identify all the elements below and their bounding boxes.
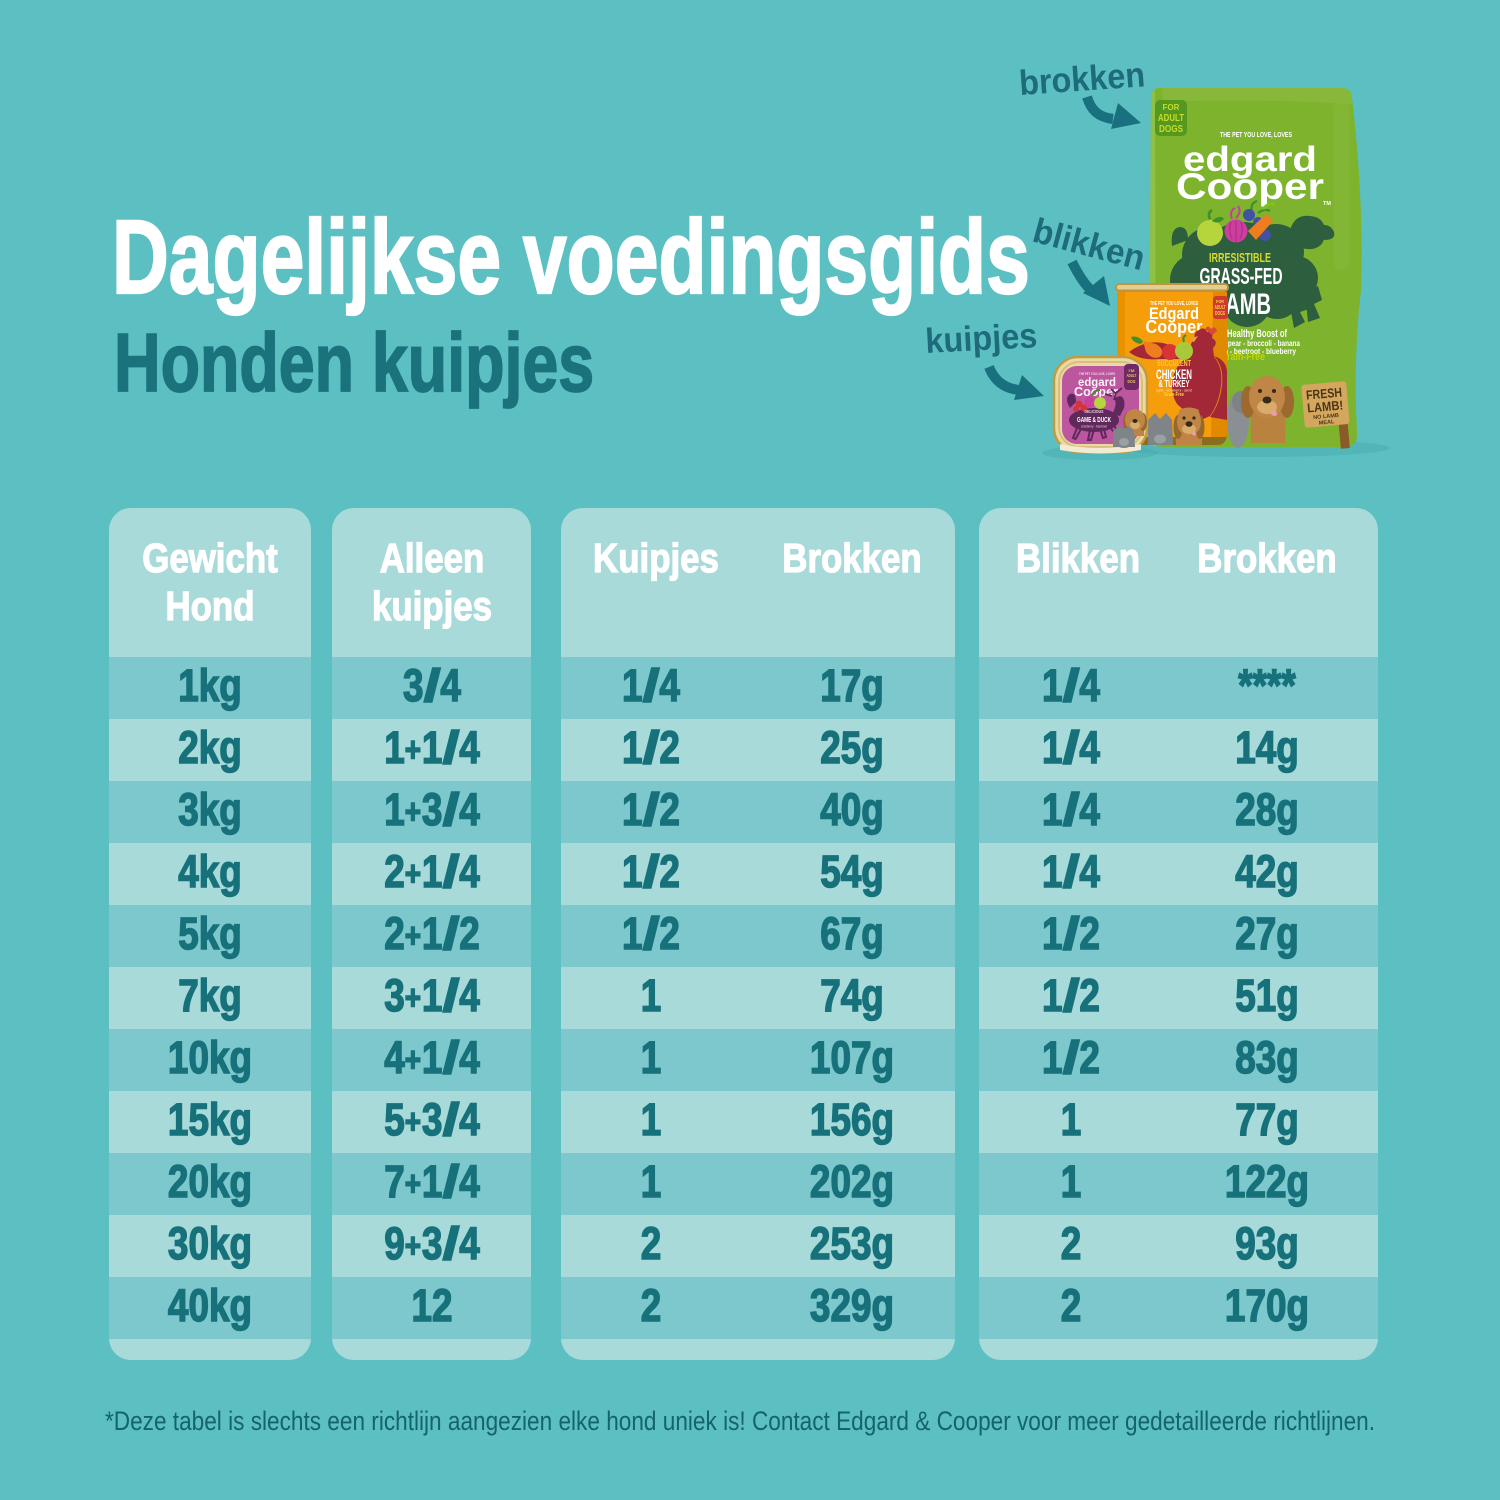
svg-text:DELICIOUS: DELICIOUS [1085, 409, 1104, 414]
svg-text:GAME & DUCK: GAME & DUCK [1077, 415, 1111, 424]
svg-text:ADULT: ADULT [1158, 112, 1184, 124]
svg-text:FOR: FOR [1216, 299, 1225, 304]
svg-text:- pear - broccoli - banana: - pear - broccoli - banana [1224, 339, 1300, 348]
svg-text:I'M: I'M [1129, 369, 1135, 373]
svg-text:Edgard: Edgard [1149, 304, 1199, 323]
svg-text:& TURKEY: & TURKEY [1159, 379, 1190, 390]
svg-text:NO LAMB: NO LAMB [1313, 413, 1339, 421]
svg-text:kuipjes: kuipjes [924, 316, 1038, 361]
svg-text:MEAL: MEAL [1319, 419, 1336, 426]
svg-text:FRESH: FRESH [1305, 385, 1342, 403]
svg-text:Healthy Boost of: Healthy Boost of [1227, 328, 1287, 340]
svg-text:TM: TM [1323, 201, 1331, 207]
svg-text:DOG: DOG [1128, 379, 1136, 384]
svg-text:edgard: edgard [1183, 140, 1317, 179]
svg-text:THE PET YOU LOVE, LOVES: THE PET YOU LOVE, LOVES [1079, 371, 1115, 376]
svg-text:rain-Free: rain-Free [1227, 351, 1265, 363]
svg-text:DOGS: DOGS [1215, 311, 1225, 317]
svg-text:ADULT: ADULT [1215, 305, 1226, 311]
svg-text:LAMB!: LAMB! [1307, 397, 1344, 415]
svg-text:h - beetroot - blueberry: h - beetroot - blueberry [1224, 347, 1296, 356]
svg-text:THE PET YOU LOVE, LOVES: THE PET YOU LOVE, LOVES [1150, 301, 1198, 307]
svg-text:apple - strawberry - carrot: apple - strawberry - carrot [1156, 388, 1193, 393]
svg-text:DOGS: DOGS [1159, 123, 1183, 135]
svg-text:SUCCULENT: SUCCULENT [1157, 359, 1191, 368]
svg-text:CHICKEN: CHICKEN [1156, 366, 1192, 382]
svg-text:Cooper: Cooper [1146, 317, 1203, 337]
svg-text:FOR: FOR [1163, 103, 1180, 112]
svg-text:THE PET YOU LOVE, LOVES: THE PET YOU LOVE, LOVES [1220, 130, 1292, 139]
svg-text:edgard: edgard [1078, 375, 1116, 389]
svg-text:Cooper: Cooper [1176, 166, 1324, 207]
svg-text:IRRESISTIBLE: IRRESISTIBLE [1209, 250, 1271, 265]
svg-text:Grain-Free: Grain-Free [1164, 392, 1184, 398]
svg-text:cranberry - beetroot: cranberry - beetroot [1081, 425, 1108, 429]
svg-text:ADULT: ADULT [1127, 373, 1137, 378]
svg-text:brokken: brokken [1018, 55, 1146, 103]
svg-text:blikken: blikken [1029, 211, 1149, 278]
